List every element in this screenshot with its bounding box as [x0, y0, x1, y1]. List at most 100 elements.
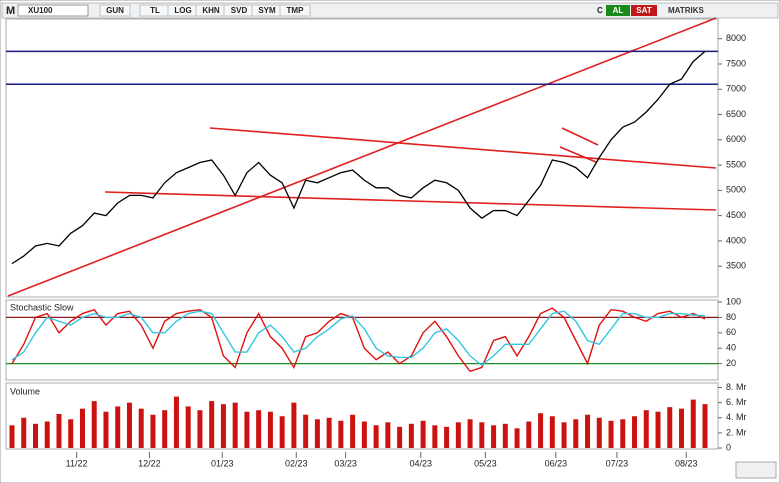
volume-bar — [197, 410, 203, 448]
volume-bar — [679, 408, 685, 448]
y-tick-label: 2. Mr — [726, 427, 747, 437]
volume-bar — [68, 419, 74, 448]
volume-bar — [56, 413, 62, 448]
y-tick-label: 8000 — [726, 33, 746, 43]
y-tick-label: 5000 — [726, 185, 746, 195]
toolbar-button-label: TL — [150, 6, 160, 15]
oscillator-line — [11, 310, 706, 367]
x-tick-label: 12/22 — [138, 458, 161, 468]
y-tick-label: 20 — [726, 358, 736, 368]
volume-panel — [5, 382, 719, 450]
buy-button[interactable] — [606, 5, 630, 16]
panel-title: Stochastic Slow — [10, 302, 74, 312]
volume-bar — [420, 420, 426, 448]
x-tick-label: 03/23 — [334, 458, 357, 468]
volume-bar — [173, 396, 179, 448]
price-panel — [5, 18, 719, 298]
trendline — [209, 127, 717, 169]
volume-bar — [690, 399, 696, 448]
toolbar-button-label: LOG — [174, 6, 191, 15]
c-button[interactable]: C — [597, 6, 603, 15]
y-tick-label: 4500 — [726, 210, 746, 220]
volume-bar — [32, 423, 38, 448]
brand: MATRIKS — [668, 6, 705, 15]
volume-bar — [303, 414, 309, 448]
symbol-box[interactable] — [17, 4, 89, 17]
volume-bar — [632, 416, 638, 448]
trendline — [559, 146, 597, 163]
volume-bar — [455, 422, 461, 448]
y-tick-label: 80 — [726, 312, 736, 322]
volume-bar — [232, 402, 238, 448]
y-tick-label: 6500 — [726, 109, 746, 119]
y-tick-label: 40 — [726, 343, 736, 353]
volume-bar — [314, 419, 320, 448]
volume-bar — [538, 413, 544, 448]
stochastic-panel — [5, 299, 719, 381]
volume-bar — [9, 425, 15, 448]
trendline — [561, 127, 599, 146]
volume-bar — [138, 408, 144, 448]
volume-bar — [326, 417, 332, 448]
buy-label: AL — [613, 6, 624, 15]
volume-bar — [126, 402, 132, 448]
volume-bar — [608, 420, 614, 448]
volume-bar — [209, 401, 215, 448]
y-tick-label: 0 — [726, 442, 731, 452]
volume-bar — [115, 406, 121, 448]
volume-bar — [561, 422, 567, 448]
volume-bar — [549, 416, 555, 448]
volume-bar — [596, 417, 602, 448]
sell-label: SAT — [636, 6, 652, 15]
y-tick-label: 7500 — [726, 58, 746, 68]
volume-bar — [162, 410, 168, 448]
volume-bar — [373, 425, 379, 448]
x-tick-label: 04/23 — [409, 458, 432, 468]
symbol: XU100 — [28, 6, 53, 15]
toolbar-button[interactable] — [279, 4, 311, 17]
toolbar-button[interactable] — [99, 4, 131, 17]
volume-bar — [585, 414, 591, 448]
volume-bar — [103, 411, 109, 448]
volume-bar — [444, 426, 450, 448]
sell-button[interactable] — [631, 5, 657, 16]
logo: M — [6, 5, 15, 17]
volume-bar — [655, 411, 661, 448]
volume-bar — [185, 406, 191, 448]
volume-bar — [338, 420, 344, 448]
oscillator-line — [11, 307, 706, 373]
volume-bar — [220, 404, 226, 448]
scroll-controls[interactable] — [735, 461, 777, 479]
y-tick-label: 4000 — [726, 235, 746, 245]
toolbar-button-label: KHN — [202, 6, 220, 15]
y-tick-label: 7000 — [726, 84, 746, 94]
price-line — [11, 50, 706, 265]
x-tick-label: 02/23 — [285, 458, 308, 468]
volume-bar — [21, 417, 27, 448]
x-tick-label: 07/23 — [606, 458, 629, 468]
volume-bar — [150, 414, 156, 448]
volume-bar — [491, 425, 497, 448]
toolbar-button-label: SVD — [231, 6, 248, 15]
toolbar-button-label: GUN — [106, 6, 124, 15]
volume-bar — [479, 422, 485, 448]
volume-bar — [702, 404, 708, 448]
volume-bar — [620, 419, 626, 448]
x-tick-label: 05/23 — [474, 458, 497, 468]
volume-bar — [256, 410, 262, 448]
volume-bar — [79, 408, 85, 448]
volume-bar — [526, 421, 532, 448]
volume-bar — [279, 416, 285, 448]
trendline — [7, 17, 717, 297]
panel-title: Volume — [10, 386, 40, 396]
toolbar-button-label: SYM — [258, 6, 276, 15]
y-tick-label: 8. Mr — [726, 382, 747, 392]
x-tick-label: 08/23 — [675, 458, 698, 468]
y-tick-label: 100 — [726, 296, 741, 306]
volume-bar — [267, 411, 273, 448]
x-tick-label: 01/23 — [211, 458, 234, 468]
trendlines — [7, 17, 717, 297]
y-tick-label: 6. Mr — [726, 397, 747, 407]
